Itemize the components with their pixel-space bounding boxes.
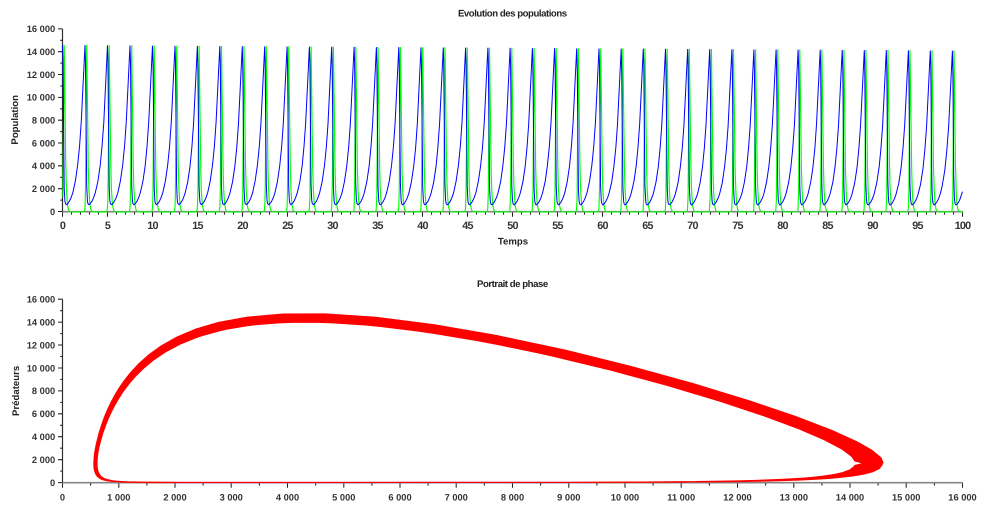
svg-text:Temps: Temps bbox=[498, 236, 528, 247]
svg-text:4 000: 4 000 bbox=[32, 161, 55, 171]
svg-text:35: 35 bbox=[372, 220, 383, 232]
svg-text:6 000: 6 000 bbox=[388, 492, 411, 502]
svg-text:50: 50 bbox=[507, 220, 518, 232]
svg-text:16 000: 16 000 bbox=[27, 295, 55, 305]
svg-text:8 000: 8 000 bbox=[32, 386, 55, 396]
svg-text:70: 70 bbox=[687, 220, 698, 232]
svg-text:Evolution des populations: Evolution des populations bbox=[458, 8, 567, 19]
svg-text:6 000: 6 000 bbox=[32, 138, 55, 148]
svg-text:75: 75 bbox=[732, 220, 743, 232]
svg-text:45: 45 bbox=[462, 220, 473, 232]
svg-text:95: 95 bbox=[912, 220, 923, 232]
svg-text:55: 55 bbox=[552, 220, 563, 232]
svg-text:14 000: 14 000 bbox=[27, 317, 55, 327]
svg-text:0: 0 bbox=[50, 207, 55, 217]
svg-text:30: 30 bbox=[327, 220, 338, 232]
svg-text:10: 10 bbox=[147, 220, 158, 232]
svg-text:10 000: 10 000 bbox=[611, 492, 639, 502]
svg-text:80: 80 bbox=[777, 220, 788, 232]
svg-text:100: 100 bbox=[955, 220, 971, 232]
svg-text:0: 0 bbox=[50, 478, 55, 488]
svg-text:25: 25 bbox=[282, 220, 293, 232]
svg-text:Portrait de phase: Portrait de phase bbox=[477, 279, 548, 290]
svg-text:10 000: 10 000 bbox=[27, 363, 55, 373]
svg-text:2 000: 2 000 bbox=[32, 455, 55, 465]
svg-text:1 000: 1 000 bbox=[107, 492, 130, 502]
svg-text:90: 90 bbox=[867, 220, 878, 232]
svg-text:11 000: 11 000 bbox=[667, 492, 695, 502]
svg-text:13 000: 13 000 bbox=[780, 492, 808, 502]
svg-text:3 000: 3 000 bbox=[220, 492, 243, 502]
svg-text:12 000: 12 000 bbox=[27, 340, 55, 350]
svg-text:5 000: 5 000 bbox=[332, 492, 355, 502]
svg-text:65: 65 bbox=[642, 220, 653, 232]
svg-text:8 000: 8 000 bbox=[32, 116, 55, 126]
svg-text:0: 0 bbox=[60, 492, 65, 502]
svg-text:4 000: 4 000 bbox=[32, 432, 55, 442]
svg-text:8 000: 8 000 bbox=[501, 492, 524, 502]
svg-text:12 000: 12 000 bbox=[27, 70, 55, 80]
svg-text:15: 15 bbox=[192, 220, 203, 232]
svg-text:60: 60 bbox=[597, 220, 608, 232]
svg-text:7 000: 7 000 bbox=[445, 492, 468, 502]
svg-text:12 000: 12 000 bbox=[723, 492, 751, 502]
svg-text:16 000: 16 000 bbox=[27, 24, 55, 34]
svg-text:20: 20 bbox=[237, 220, 248, 232]
svg-text:40: 40 bbox=[417, 220, 428, 232]
svg-text:Population: Population bbox=[10, 95, 21, 145]
svg-text:16 000: 16 000 bbox=[948, 492, 976, 502]
svg-text:85: 85 bbox=[822, 220, 833, 232]
svg-text:5: 5 bbox=[105, 220, 111, 232]
svg-text:6 000: 6 000 bbox=[32, 409, 55, 419]
svg-text:15 000: 15 000 bbox=[892, 492, 920, 502]
svg-text:10 000: 10 000 bbox=[27, 93, 55, 103]
svg-text:2 000: 2 000 bbox=[32, 184, 55, 194]
svg-text:4 000: 4 000 bbox=[276, 492, 299, 502]
svg-text:0: 0 bbox=[60, 220, 66, 232]
svg-text:9 000: 9 000 bbox=[557, 492, 580, 502]
svg-text:14 000: 14 000 bbox=[836, 492, 864, 502]
svg-text:2 000: 2 000 bbox=[163, 492, 186, 502]
svg-text:Prédateurs: Prédateurs bbox=[11, 366, 22, 416]
svg-text:14 000: 14 000 bbox=[27, 47, 55, 57]
